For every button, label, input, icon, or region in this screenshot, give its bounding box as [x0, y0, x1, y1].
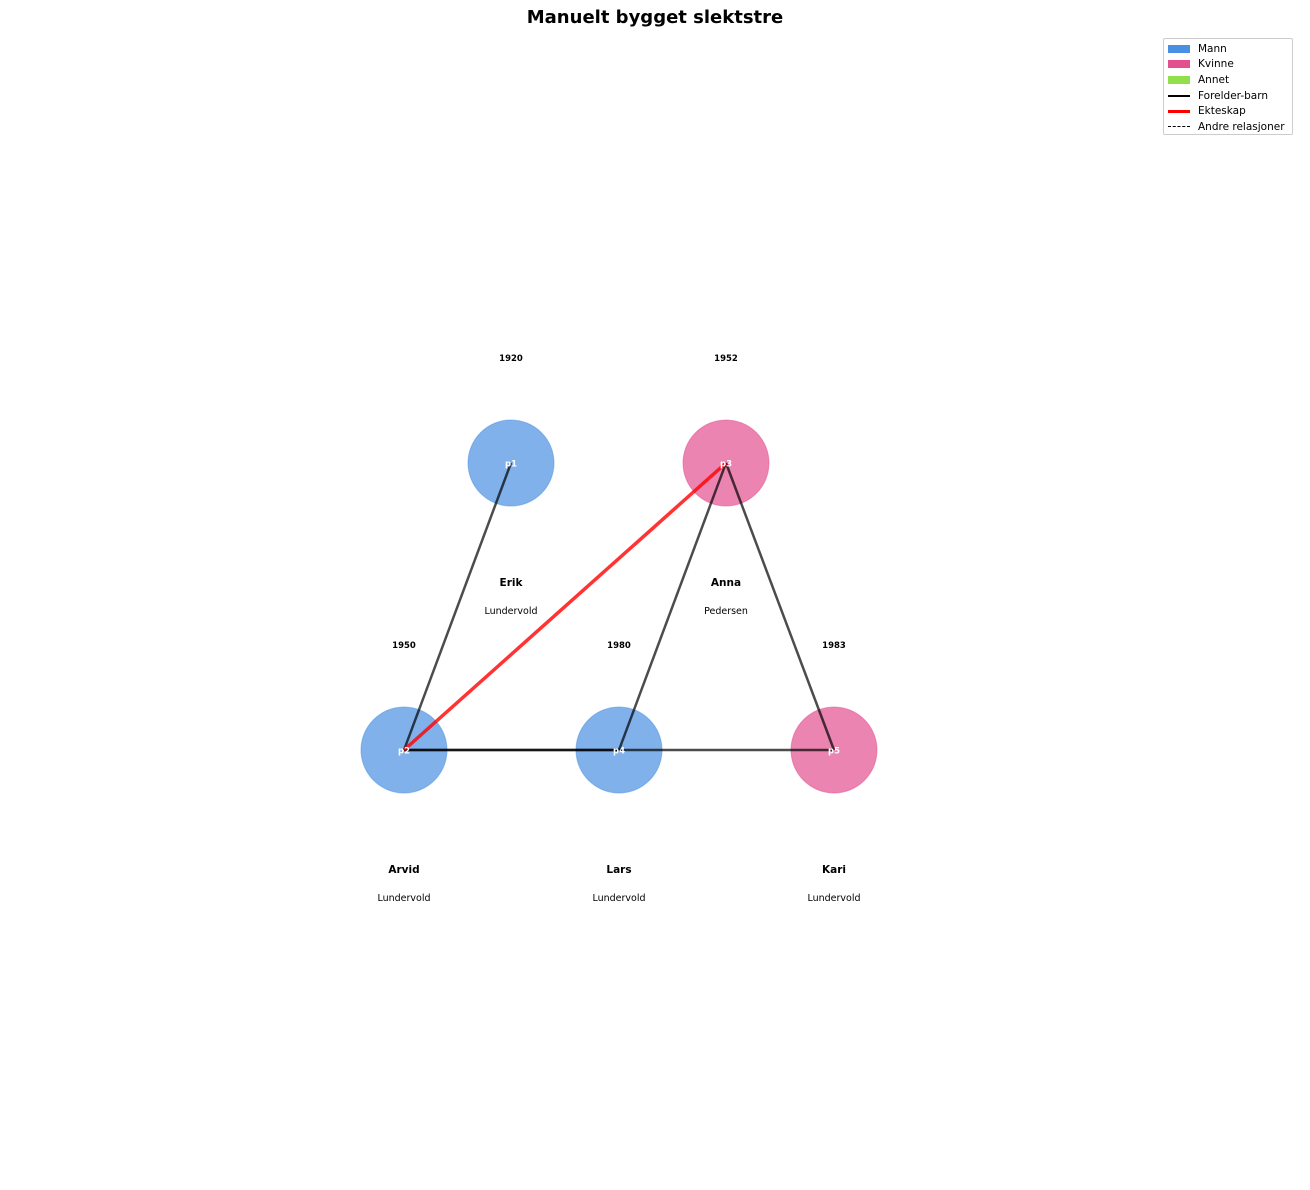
person-first-name-p2: Arvid	[388, 864, 419, 876]
person-last-name-p2: Lundervold	[377, 893, 430, 904]
legend-item-mann: Mann	[1168, 41, 1288, 57]
edges-layer	[402, 461, 836, 752]
person-year-p5: 1983	[822, 641, 846, 651]
legend-swatch	[1168, 44, 1190, 53]
person-year-p1: 1920	[499, 354, 523, 364]
legend-item-forelder-barn: Forelder-barn	[1168, 88, 1288, 104]
legend-label: Andre relasjoner	[1198, 120, 1285, 133]
relation-edge-p1-p2	[402, 462, 513, 751]
person-id-p5: p5	[828, 747, 840, 757]
legend-item-ekteskap: Ekteskap	[1168, 103, 1288, 119]
person-id-p3: p3	[720, 460, 732, 470]
legend-item-annet: Annet	[1168, 72, 1288, 88]
legend-swatch	[1168, 75, 1190, 84]
person-id-p2: p2	[398, 747, 410, 757]
labels-layer: p1 1920 Erik Lundervold p2 1950 Arvid Lundervol…	[377, 354, 860, 904]
person-year-p4: 1980	[607, 641, 631, 651]
legend-swatch	[1168, 109, 1190, 113]
page-title: Manuelt bygget slektstre	[526, 7, 784, 28]
person-last-name-p3: Pedersen	[704, 606, 748, 617]
person-last-name-p5: Lundervold	[807, 893, 860, 904]
relation-edge-p3-p4	[617, 462, 728, 751]
person-year-p2: 1950	[392, 641, 416, 651]
person-year-p3: 1952	[714, 354, 738, 364]
relation-edge-p2-p3	[402, 461, 728, 752]
legend-swatch	[1168, 60, 1190, 69]
person-first-name-p4: Lars	[606, 864, 631, 876]
legend-item-andre-relasjoner: Andre relasjoner	[1168, 119, 1288, 135]
person-last-name-p1: Lundervold	[484, 606, 537, 617]
legend-label: Forelder-barn	[1198, 89, 1268, 102]
person-id-p4: p4	[613, 747, 625, 757]
person-id-p1: p1	[505, 460, 517, 470]
legend-label: Mann	[1198, 42, 1227, 55]
person-first-name-p3: Anna	[711, 577, 741, 589]
legend-label: Kvinne	[1198, 58, 1234, 71]
relation-edge-p3-p5	[724, 462, 836, 751]
legend: Mann Kvinne Annet Forelder-barn Ekteskap Andr…	[1163, 38, 1293, 135]
legend-item-kvinne: Kvinne	[1168, 57, 1288, 73]
legend-swatch	[1168, 126, 1190, 128]
person-first-name-p5: Kari	[822, 864, 846, 876]
nodes-layer	[360, 419, 878, 794]
person-last-name-p4: Lundervold	[592, 893, 645, 904]
legend-label: Ekteskap	[1198, 105, 1246, 118]
legend-label: Annet	[1198, 73, 1230, 86]
person-first-name-p1: Erik	[500, 577, 524, 589]
legend-swatch	[1168, 94, 1190, 97]
